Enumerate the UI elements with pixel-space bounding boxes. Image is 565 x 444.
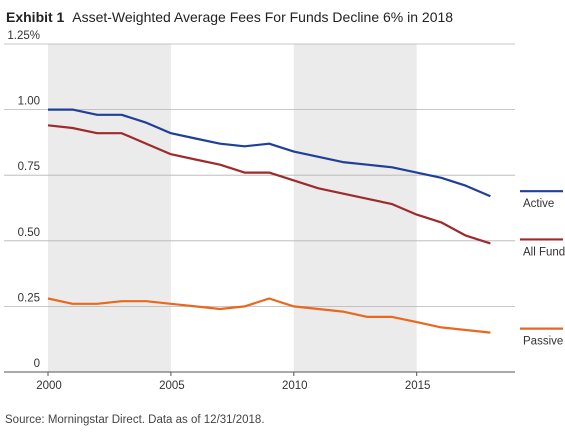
x-tick-label: 2000 [36,380,62,392]
y-tick-label: 0.75 [18,161,40,173]
series-line-passive [47,297,491,334]
shaded-bands [48,44,417,372]
series-line-all-funds [47,124,491,245]
y-tick-label: 1.00 [18,96,40,108]
grid-lines [4,43,515,373]
y-tick-label: 0 [34,358,40,370]
shaded-band-0 [48,44,171,372]
y-tick-label: 0.25 [18,292,40,304]
source-note: Source: Morningstar Direct. Data as of 1… [5,414,265,426]
y-axis: 0 0.25 0.50 0.75 1.00 1.25% [7,30,40,370]
chart-title: Asset-Weighted Average Fees For Funds De… [72,9,454,25]
x-tick-label: 2015 [405,380,431,392]
legend-label-active: Active [523,198,554,210]
legend: Active All Funds Passive [520,190,565,348]
series-lines [47,108,491,334]
y-tick-label: 1.25% [7,30,40,42]
x-axis: 2000 2005 2010 2015 [36,372,430,392]
series-line-active [48,108,491,198]
y-tick-label: 0.50 [18,227,40,239]
shaded-band-1 [293,44,417,372]
title-row: Exhibit 1 Asset-Weighted Average Fees Fo… [6,9,453,25]
x-tick-label: 2010 [282,380,308,392]
legend-label-all-funds: All Funds [523,246,565,258]
x-tick-label: 2005 [159,380,185,392]
legend-label-passive: Passive [523,336,563,348]
exhibit-label: Exhibit 1 [6,9,65,25]
